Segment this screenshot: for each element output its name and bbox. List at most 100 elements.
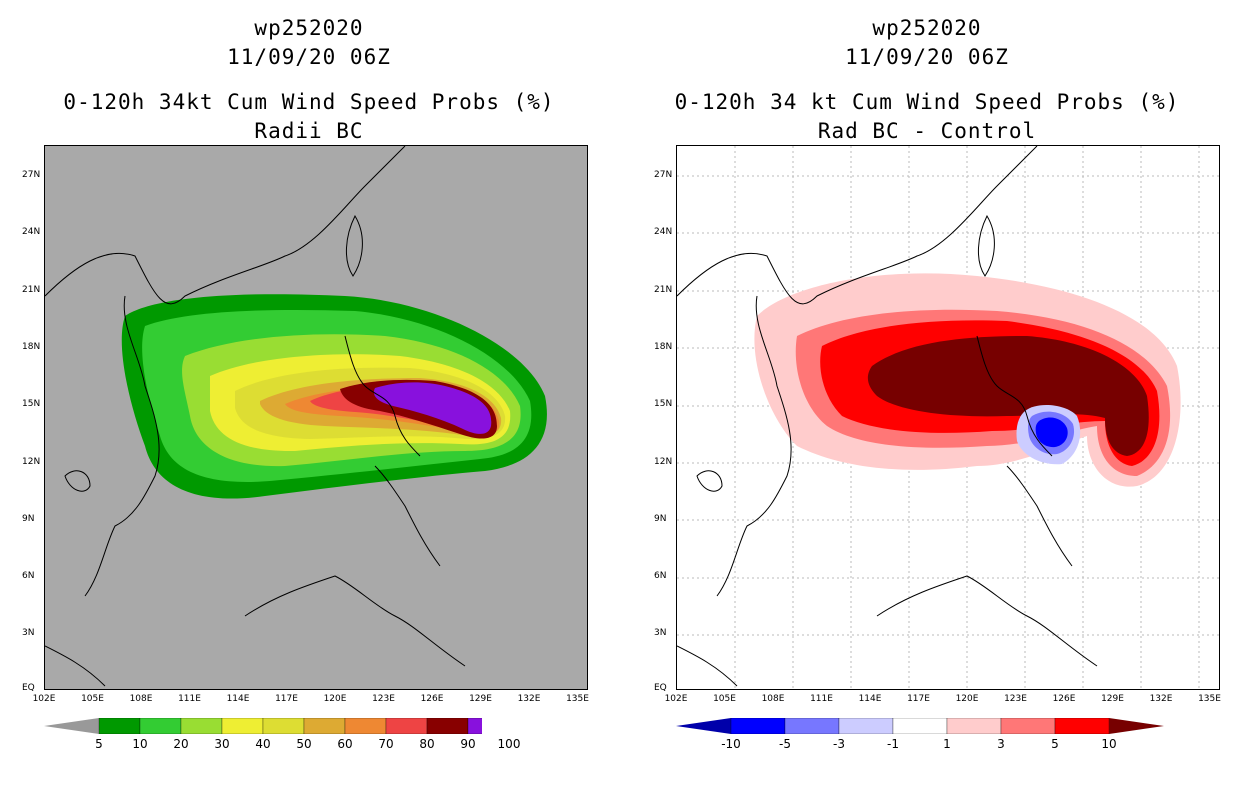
colorbar-svg [44, 718, 482, 734]
lat-tick-label: 9N [22, 513, 35, 524]
colorbar-label: 80 [419, 737, 435, 751]
colorbar-swatch [98, 718, 141, 734]
colorbar-swatch [730, 718, 786, 734]
colorbar-left-arrow [44, 718, 99, 734]
colorbar-label: 3 [997, 737, 1005, 751]
left-map [44, 145, 588, 690]
colorbar-left-arrow [676, 718, 731, 734]
lon-tick-label: 114E [226, 694, 250, 704]
colorbar-label: 20 [173, 737, 189, 751]
lon-tick-label: 102E [664, 694, 688, 704]
lon-tick-label: 117E [275, 694, 298, 704]
colorbar-label: 60 [337, 737, 353, 751]
lon-tick-label: 129E [1101, 694, 1124, 704]
colorbar-swatch [385, 718, 428, 734]
lat-tick-label: EQ [22, 683, 35, 693]
left-title-sub: Radii BC [254, 119, 364, 143]
colorbar-swatch [892, 718, 948, 734]
colorbar-swatch [426, 718, 469, 734]
coastlines [45, 146, 466, 687]
lat-tick-label: 24N [654, 227, 673, 238]
colorbar-right-arrow [1109, 718, 1164, 734]
lat-tick-label: 3N [654, 628, 667, 639]
colorbar-swatch [344, 718, 387, 734]
left-title-main: 0-120h 34kt Cum Wind Speed Probs (%) [63, 90, 555, 114]
colorbar-label: 5 [95, 737, 103, 751]
lat-tick-label: 21N [22, 284, 41, 295]
colorbar-swatch [1000, 718, 1056, 734]
lat-tick-label: 21N [654, 284, 673, 295]
colorbar-swatch [838, 718, 894, 734]
lon-tick-label: 108E [129, 694, 153, 704]
right-title-id: wp252020 [872, 16, 982, 40]
lon-tick-label: 123E [372, 694, 395, 704]
colorbar-label: 50 [296, 737, 312, 751]
colorbar-swatch [180, 718, 223, 734]
colorbar-label: 70 [378, 737, 394, 751]
lon-tick-label: 135E [566, 694, 589, 704]
colorbar-label: 5 [1051, 737, 1059, 751]
colorbar-label: 40 [255, 737, 271, 751]
lat-tick-label: 6N [654, 571, 667, 582]
right-panel: wp252020 11/09/20 06Z 0-120h 34 kt Cum W… [618, 0, 1236, 800]
colorbar-swatch [221, 718, 264, 734]
colorbar-label: 1 [943, 737, 951, 751]
lon-tick-label: 114E [858, 694, 882, 704]
right-title-time: 11/09/20 06Z [845, 45, 1009, 69]
right-title-main: 0-120h 34 kt Cum Wind Speed Probs (%) [674, 90, 1180, 114]
lat-tick-label: 6N [22, 571, 35, 582]
lon-tick-label: 111E [810, 694, 833, 704]
colorbar-swatch [303, 718, 346, 734]
lon-tick-label: 123E [1004, 694, 1027, 704]
right-map [676, 145, 1220, 690]
colorbar-label: -5 [779, 737, 791, 751]
colorbar-label: 10 [1101, 737, 1117, 751]
lon-tick-label: 132E [1149, 694, 1173, 704]
lon-tick-label: 120E [323, 694, 347, 704]
lon-tick-label: 132E [517, 694, 541, 704]
lat-tick-label: 27N [22, 170, 41, 180]
lat-tick-label: 9N [654, 513, 667, 524]
lat-tick-label: 15N [22, 399, 41, 410]
lon-tick-label: 111E [178, 694, 201, 704]
lat-tick-label: EQ [654, 683, 667, 693]
colorbar-swatch [784, 718, 840, 734]
lon-tick-label: 117E [907, 694, 930, 704]
coastlines [677, 146, 1098, 687]
colorbar-swatch [467, 718, 482, 734]
colorbar-label: 10 [132, 737, 148, 751]
colorbar-label: -3 [833, 737, 845, 751]
lon-tick-label: 102E [32, 694, 56, 704]
lat-tick-label: 3N [22, 628, 35, 639]
colorbar-label: -1 [887, 737, 899, 751]
lon-tick-label: 126E [420, 694, 444, 704]
left-title-time: 11/09/20 06Z [227, 45, 391, 69]
left-map-svg [45, 146, 547, 687]
lon-tick-label: 129E [469, 694, 492, 704]
lat-tick-label: 27N [654, 170, 673, 180]
colorbar-swatch [1054, 718, 1110, 734]
colorbar-swatch [262, 718, 305, 734]
colorbar-label: 100 [497, 737, 521, 751]
left-panel: wp252020 11/09/20 06Z 0-120h 34kt Cum Wi… [22, 16, 589, 751]
colorbar-swatch [139, 718, 182, 734]
lon-tick-label: 108E [761, 694, 785, 704]
colorbar-label: 30 [214, 737, 230, 751]
lon-tick-label: 135E [1198, 694, 1221, 704]
lon-tick-label: 105E [81, 694, 104, 704]
right-map-svg [677, 146, 1219, 689]
colorbar-label: -10 [721, 737, 741, 751]
lon-tick-label: 120E [955, 694, 979, 704]
lon-tick-label: 105E [713, 694, 736, 704]
colorbar-label: 90 [460, 737, 476, 751]
right-title-sub: Rad BC - Control [817, 119, 1037, 143]
probability-swath [121, 294, 547, 499]
colorbar-swatch [946, 718, 1002, 734]
lat-tick-label: 24N [22, 227, 41, 238]
colorbar-svg [676, 718, 1164, 734]
lat-tick-label: 18N [22, 341, 41, 352]
left-title-id: wp252020 [254, 16, 364, 40]
lat-tick-label: 18N [654, 341, 673, 352]
lon-tick-label: 126E [1052, 694, 1076, 704]
lat-tick-label: 12N [22, 456, 41, 467]
